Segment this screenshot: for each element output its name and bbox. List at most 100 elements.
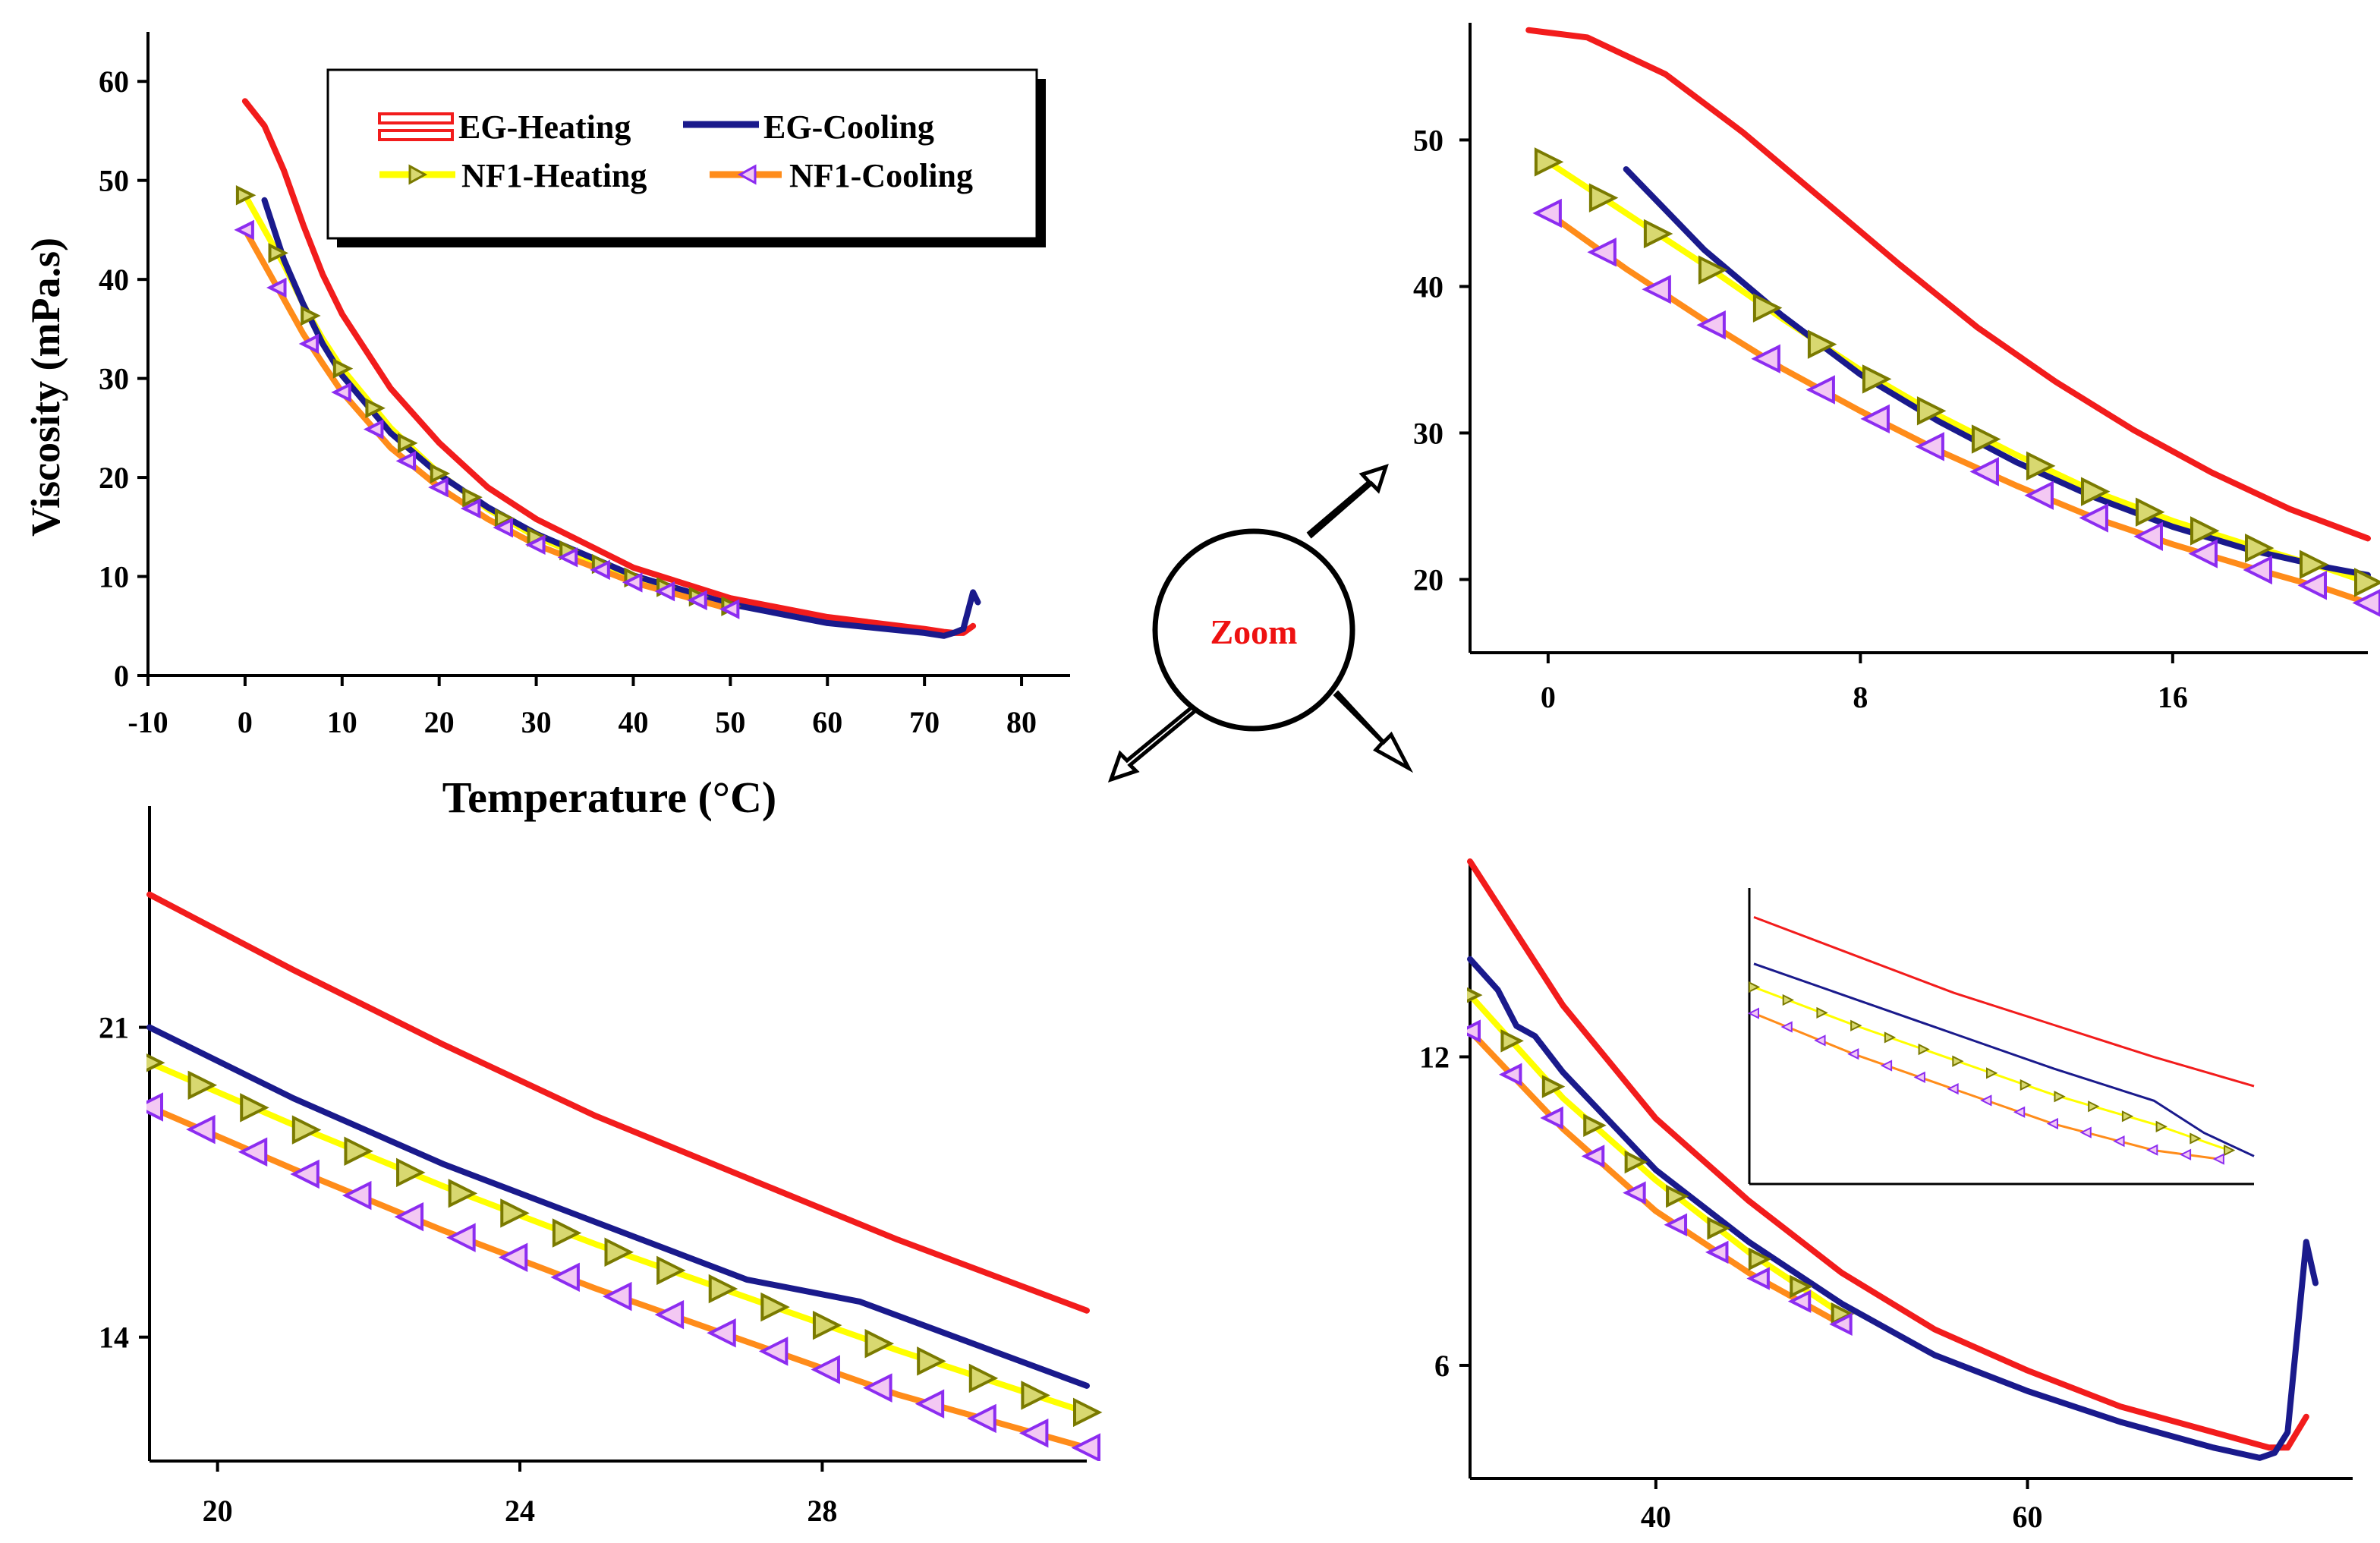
series-line-eg-cooling — [261, 197, 981, 639]
y-tick-label: 21 — [99, 1011, 129, 1045]
x-tick-label: 28 — [807, 1494, 837, 1528]
y-tick-label: 60 — [99, 65, 129, 99]
marker-nf1-heating — [344, 1136, 373, 1166]
plot-area — [234, 98, 981, 639]
marker-nf1-cooling — [1498, 1063, 1522, 1087]
x-tick-label: 20 — [203, 1494, 233, 1528]
y-tick-label: 50 — [99, 164, 129, 198]
marker-nf1-heating — [2135, 497, 2165, 527]
marker-nf1-cooling — [1696, 310, 1726, 340]
legend-swatch-eg-heating — [378, 112, 454, 124]
inset-marker-nf1-heating — [1986, 1067, 1998, 1079]
x-tick-label: 40 — [618, 705, 648, 739]
marker-nf1-cooling — [1018, 1418, 1049, 1448]
marker-nf1-heating — [2299, 549, 2329, 580]
marker-nf1-cooling — [186, 1114, 216, 1145]
marker-nf1-cooling — [1705, 1240, 1729, 1264]
zoom-arrow-up-right-icon — [1306, 464, 1389, 539]
marker-nf1-heating — [2080, 477, 2111, 506]
marker-nf1-heating — [1467, 987, 1483, 1003]
inset-series-line-nf1-cooling — [1753, 1012, 2220, 1160]
inset-marker-nf1-cooling — [1913, 1071, 1925, 1083]
legend: EG-Heating EG-Cooling NF1-Heating NF1-Co… — [326, 68, 1046, 247]
y-tick-label: 40 — [99, 263, 129, 297]
marker-nf1-heating — [1748, 1247, 1772, 1271]
y-tick-label: 6 — [1434, 1349, 1450, 1383]
inset-marker-nf1-heating — [1782, 994, 1794, 1006]
marker-nf1-cooling — [603, 1281, 632, 1312]
x-tick-label: 30 — [521, 705, 552, 739]
legend-marker-nf1-heating — [408, 164, 428, 185]
inset-marker-nf1-heating — [1918, 1043, 1930, 1056]
inset-series-line-eg-heating — [1753, 915, 2255, 1088]
zoom-arrow-down-left-icon — [1107, 698, 1205, 783]
inset-series-line-eg-cooling — [1753, 962, 2255, 1157]
marker-nf1-heating — [2026, 451, 2056, 481]
series-line-eg-cooling — [1467, 956, 2319, 1461]
marker-nf1-cooling — [493, 517, 513, 538]
inset-marker-nf1-heating — [2190, 1132, 2202, 1145]
marker-nf1-cooling — [2024, 480, 2054, 510]
marker-nf1-heating — [968, 1363, 999, 1393]
marker-nf1-heating — [1021, 1381, 1050, 1410]
legend-entry-nf1-heating: NF1-Heating — [379, 157, 647, 194]
marker-nf1-heating — [1707, 1217, 1730, 1240]
inset-marker-nf1-heating — [1952, 1055, 1964, 1067]
inset-marker-nf1-heating — [1816, 1006, 1828, 1019]
marker-nf1-heating — [708, 1274, 738, 1304]
legend-entry-eg-heating: EG-Heating — [378, 109, 631, 146]
series-line-nf1-heating — [1544, 159, 2371, 586]
legend-marker-nf1-cooling — [737, 164, 757, 185]
marker-nf1-cooling — [687, 590, 707, 611]
legend-label-eg-cooling: EG-Cooling — [763, 109, 934, 146]
marker-nf1-cooling — [395, 451, 417, 471]
marker-nf1-cooling — [498, 1242, 528, 1272]
series-line-nf1-cooling — [241, 226, 734, 612]
marker-nf1-cooling — [1805, 375, 1835, 405]
marker-nf1-cooling — [428, 477, 449, 498]
marker-nf1-heating — [1624, 1150, 1648, 1174]
marker-nf1-cooling — [707, 1318, 736, 1348]
marker-nf1-heating — [1666, 1184, 1689, 1208]
zoom-chart-bottom-left: 20 24 28 14 21 — [99, 806, 1103, 1528]
inset-marker-nf1-heating — [2020, 1079, 2032, 1091]
y-axis-title: Viscosity (mPa.s) — [23, 238, 68, 537]
marker-nf1-heating — [2244, 533, 2275, 563]
legend-label-nf1-heating: NF1-Heating — [461, 157, 647, 194]
marker-nf1-cooling — [460, 498, 481, 519]
x-tick-label: 10 — [327, 705, 357, 739]
marker-nf1-heating — [448, 1179, 478, 1208]
marker-nf1-cooling — [342, 1180, 372, 1211]
marker-nf1-heating — [1752, 293, 1783, 323]
marker-nf1-cooling — [2352, 589, 2380, 617]
marker-nf1-cooling — [758, 1337, 789, 1366]
marker-nf1-heating — [291, 1115, 322, 1145]
marker-nf1-cooling — [2133, 521, 2163, 551]
inset-marker-nf1-cooling — [2146, 1144, 2158, 1156]
x-axis-title: Temperature (°C) — [442, 773, 776, 822]
zoom-label: Zoom — [1210, 612, 1298, 651]
x-tick-label: 40 — [1641, 1500, 1671, 1534]
legend-entry-eg-cooling: EG-Cooling — [683, 109, 934, 146]
marker-nf1-heating — [1534, 147, 1564, 177]
y-tick-label: 30 — [99, 362, 129, 396]
legend-entry-nf1-cooling: NF1-Cooling — [710, 157, 973, 194]
marker-nf1-heating — [268, 243, 288, 263]
inset-marker-nf1-cooling — [2079, 1126, 2092, 1138]
zoom-circle — [1152, 528, 1355, 732]
y-tick-label: 30 — [1413, 416, 1443, 450]
y-tick-label: 0 — [114, 659, 129, 693]
marker-nf1-cooling — [331, 382, 351, 403]
marker-nf1-cooling — [1829, 1312, 1853, 1336]
marker-nf1-heating — [1583, 1113, 1607, 1138]
inset-marker-nf1-cooling — [2046, 1117, 2058, 1130]
marker-nf1-heating — [1541, 1075, 1566, 1098]
marker-nf1-heating — [864, 1329, 895, 1359]
marker-nf1-cooling — [967, 1403, 996, 1434]
inset-marker-nf1-heating — [1749, 981, 1761, 994]
marker-nf1-cooling — [1581, 1145, 1605, 1168]
marker-nf1-cooling — [590, 559, 610, 581]
marker-nf1-cooling — [1746, 1267, 1770, 1290]
marker-nf1-heating — [500, 1198, 530, 1228]
x-tick-label: 50 — [715, 705, 745, 739]
